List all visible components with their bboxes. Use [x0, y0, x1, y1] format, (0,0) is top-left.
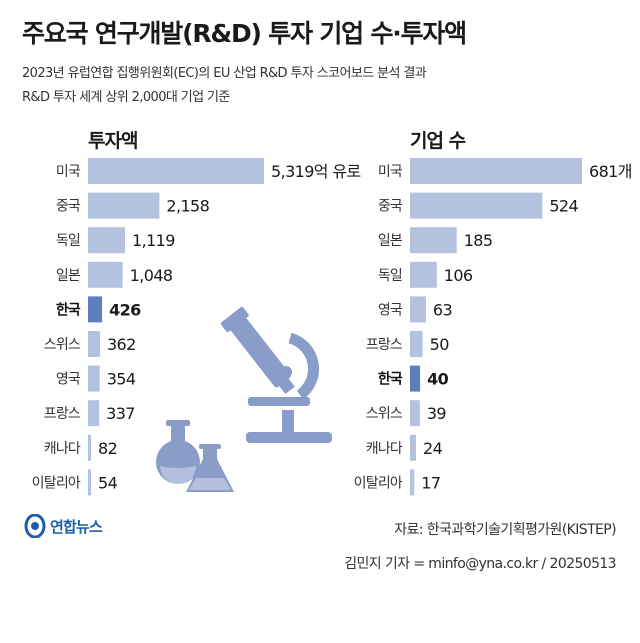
companies-value-label: 17 [421, 473, 440, 492]
companies-bar [410, 192, 543, 219]
companies-panel-title: 기업 수 [410, 130, 466, 152]
companies-value-label: 681개 [589, 162, 632, 181]
companies-category-label: 캐나다 [366, 441, 403, 457]
investment-bar [88, 469, 91, 496]
investment-bar [88, 400, 100, 427]
investment-category-label: 미국 [56, 164, 81, 180]
companies-category-label: 일본 [378, 233, 403, 249]
companies-value-label: 40 [427, 370, 449, 389]
subtitle-line-1: 2023년 유럽연합 집행위원회(EC)의 EU 산업 R&D 투자 스코어보드… [22, 66, 427, 81]
companies-category-label: 이탈리아 [354, 475, 403, 491]
investment-category-label: 일본 [56, 268, 81, 284]
companies-value-label: 106 [444, 266, 473, 285]
companies-category-label: 독일 [378, 268, 402, 284]
investment-bar [88, 261, 123, 288]
investment-value-label: 54 [98, 473, 118, 492]
companies-category-label: 미국 [378, 164, 403, 180]
investment-value-label: 82 [98, 439, 117, 458]
companies-category-label: 프랑스 [366, 337, 403, 353]
companies-bar [410, 331, 423, 357]
investment-bar [88, 158, 264, 184]
investment-category-label: 독일 [56, 233, 80, 249]
investment-value-label: 1,119 [132, 231, 175, 250]
companies-bar [410, 158, 582, 184]
companies-bar [410, 227, 457, 254]
investment-bar [88, 434, 91, 461]
companies-value-label: 185 [464, 231, 493, 250]
companies-bar [410, 261, 437, 288]
investment-category-label: 중국 [56, 199, 81, 215]
investment-category-label: 스위스 [44, 337, 81, 353]
microscope-and-flasks-icon [156, 306, 332, 492]
source-note: 자료: 한국과학기술기획평가원(KISTEP) [394, 522, 616, 538]
logo-text: 연합뉴스 [50, 517, 103, 536]
investment-category-label: 한국 [56, 302, 81, 318]
investment-value-label: 5,319억 유로 [271, 162, 361, 181]
investment-bar [88, 331, 100, 357]
investment-panel-title: 투자액 [88, 130, 138, 152]
companies-bar [410, 365, 421, 392]
investment-category-label: 프랑스 [44, 406, 81, 422]
investment-value-label: 354 [107, 370, 136, 389]
companies-bar [410, 469, 415, 496]
companies-bar [410, 296, 426, 323]
companies-category-label: 스위스 [366, 406, 403, 422]
investment-bar [88, 296, 103, 323]
companies-value-label: 39 [427, 404, 447, 423]
byline: 김민지 기자 = minfo@yna.co.kr / 20250513 [344, 556, 616, 572]
investment-value-label: 337 [106, 404, 135, 423]
investment-bar [88, 227, 126, 254]
companies-value-label: 63 [433, 300, 452, 319]
investment-category-label: 캐나다 [44, 441, 81, 457]
companies-category-label: 중국 [378, 199, 403, 215]
companies-bar [410, 434, 417, 461]
investment-category-label: 이탈리아 [32, 475, 81, 491]
yonhap-logo: 연합뉴스 [24, 514, 103, 538]
investment-value-label: 362 [107, 335, 136, 354]
investment-value-label: 2,158 [166, 197, 209, 216]
investment-category-label: 영국 [56, 372, 81, 388]
subtitle-line-2: R&D 투자 세계 상위 2,000대 기업 기준 [22, 90, 230, 105]
companies-value-label: 24 [423, 439, 443, 458]
companies-bar [410, 400, 420, 427]
companies-category-label: 한국 [378, 372, 403, 388]
companies-value-label: 50 [430, 335, 450, 354]
page-title: 주요국 연구개발(R&D) 투자 기업 수·투자액 [22, 19, 467, 48]
investment-value-label: 426 [109, 300, 141, 319]
companies-value-label: 524 [549, 197, 578, 216]
investment-value-label: 1,048 [130, 266, 173, 285]
investment-bar [88, 365, 100, 392]
companies-category-label: 영국 [378, 302, 403, 318]
investment-bar [88, 192, 160, 219]
yonhap-logo-icon [24, 514, 46, 538]
